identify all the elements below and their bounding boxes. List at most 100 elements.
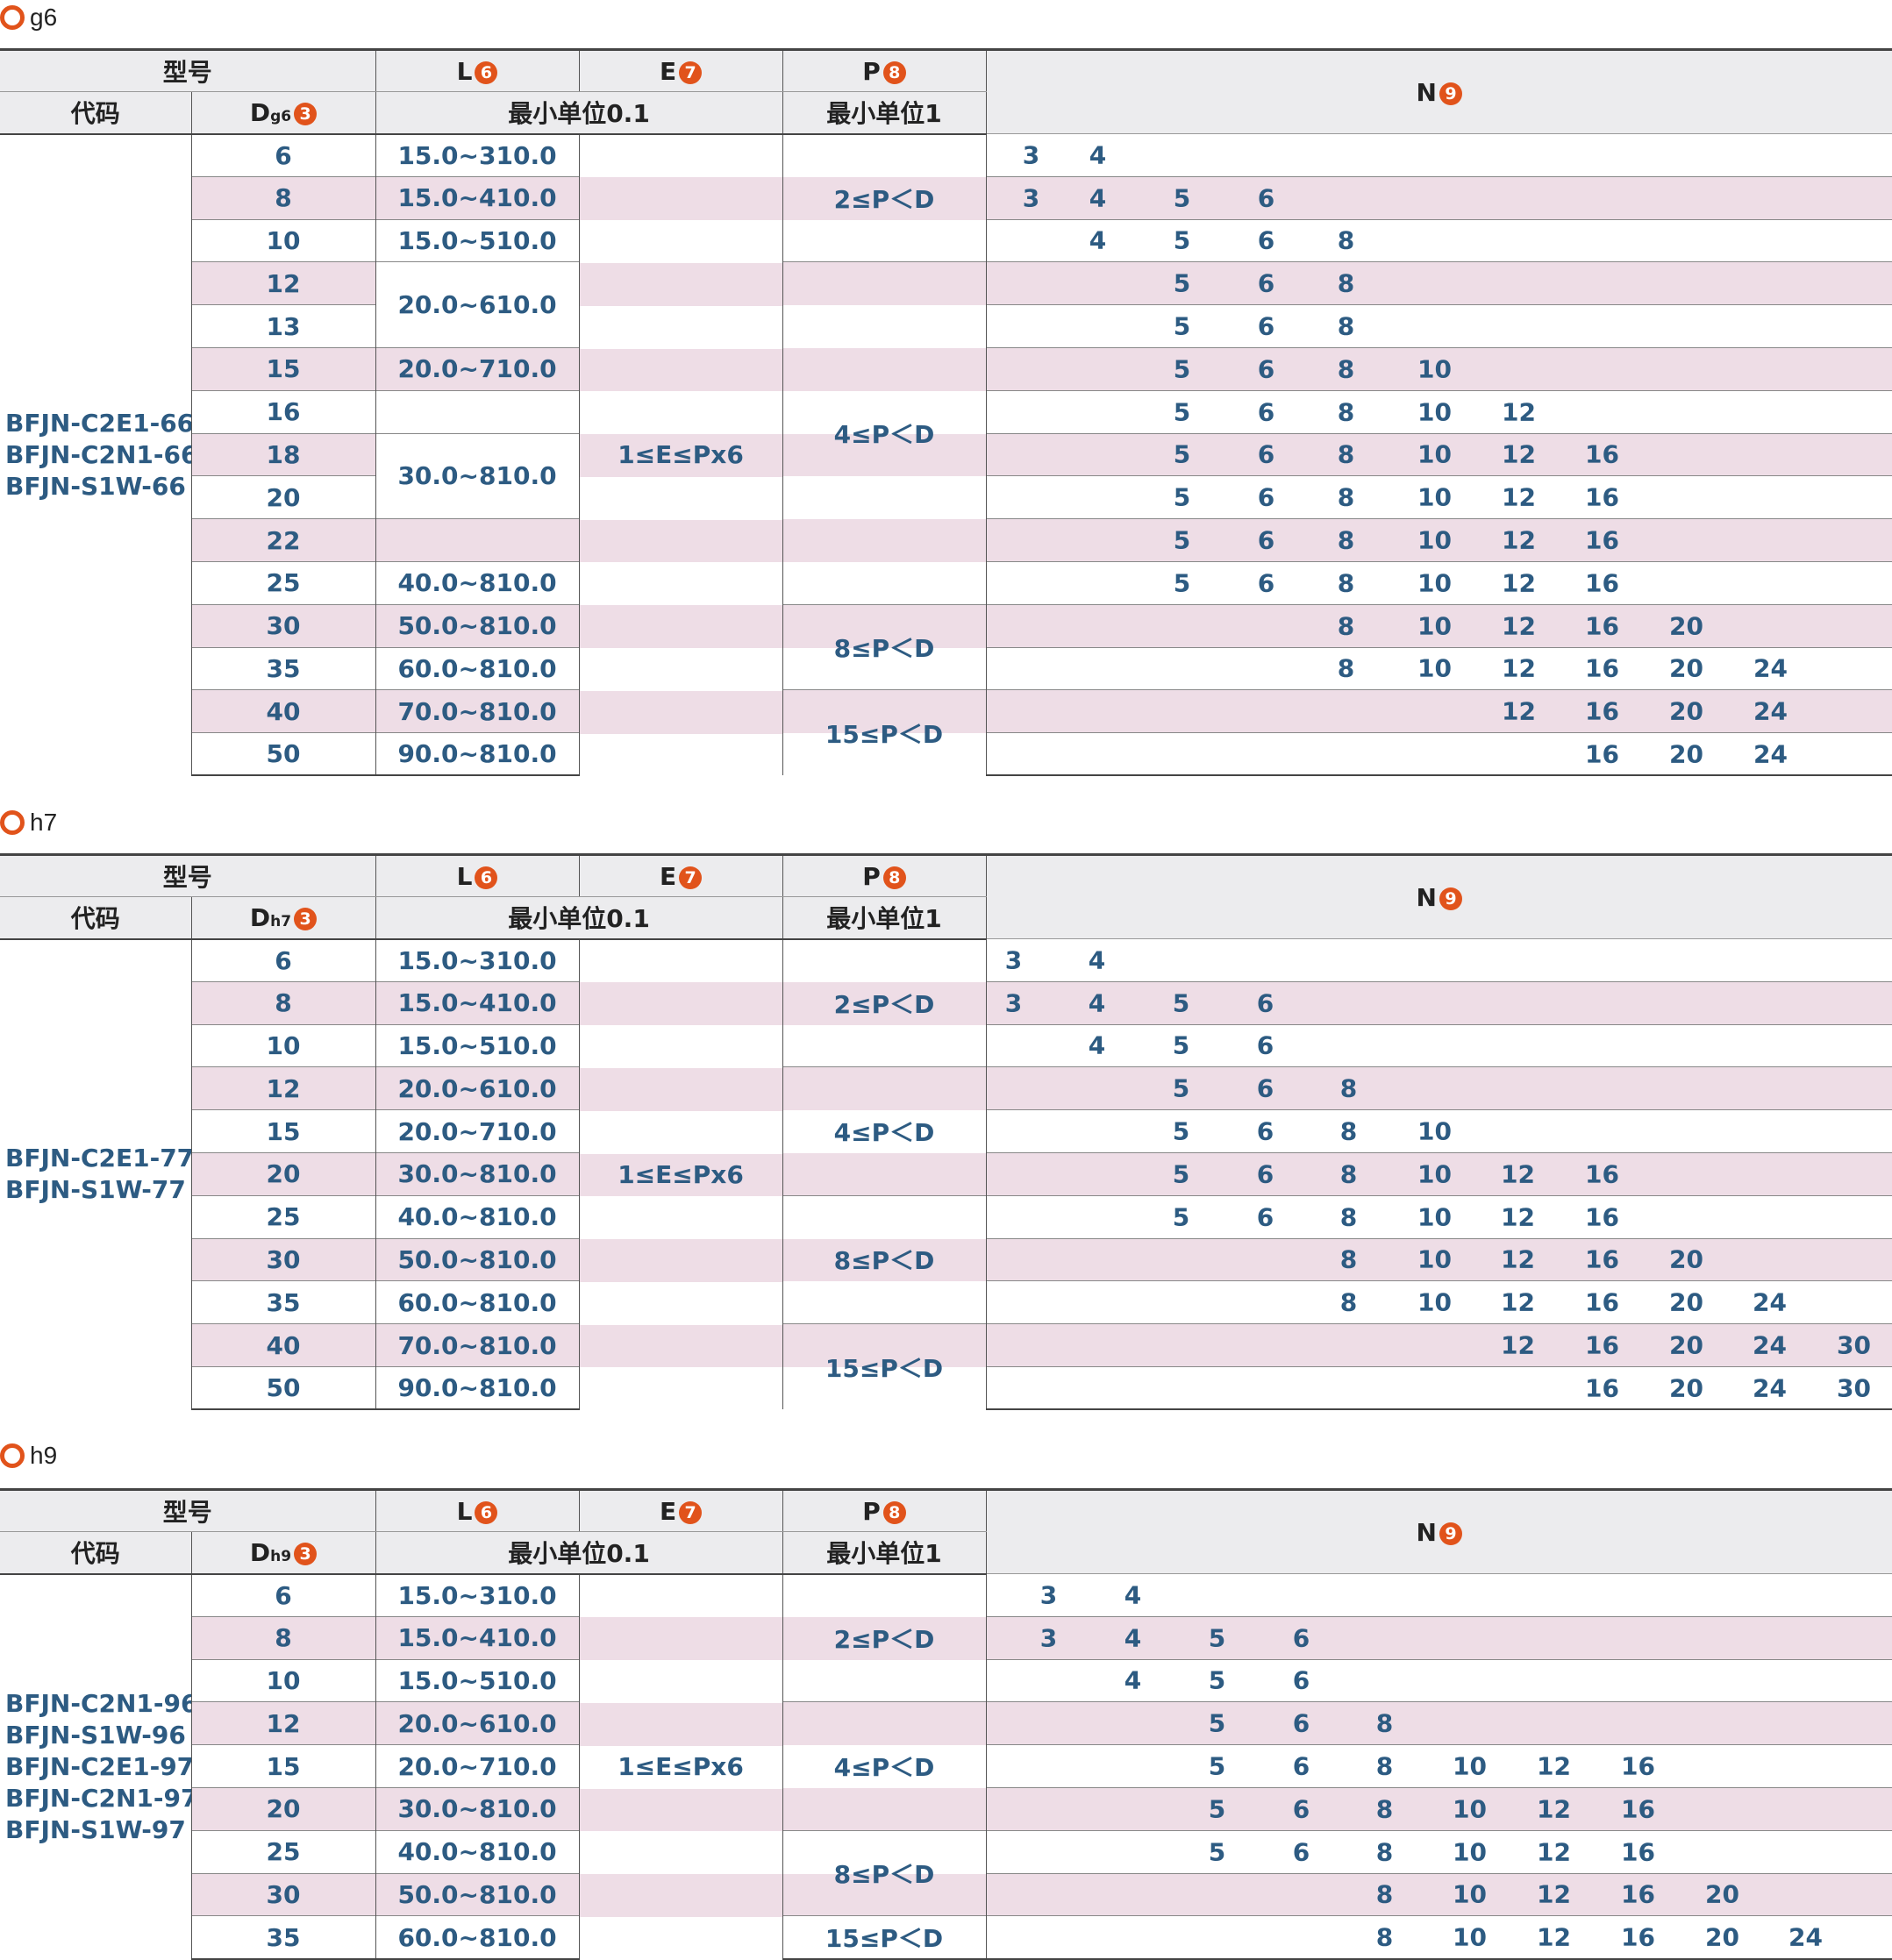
N-value: 5 xyxy=(1173,268,1191,298)
N-value: 5 xyxy=(1208,1623,1226,1653)
length-range-cell: 15.0~510.0 xyxy=(375,218,580,262)
N-value: 12 xyxy=(1501,1330,1535,1360)
E-range-text: 1≤E≤Px6 xyxy=(618,440,744,470)
model-code: BFJN-S1W-66 xyxy=(5,471,186,501)
callout-number-badge: 3 xyxy=(294,907,318,930)
N-value: 3 xyxy=(1004,988,1023,1018)
model-header: 型号 xyxy=(0,1488,376,1532)
L-E-unit-header: 最小单位0.1 xyxy=(375,896,783,940)
N-value: 12 xyxy=(1502,696,1536,726)
N-value: 8 xyxy=(1337,397,1355,427)
N-values-cell: 8 10 12 16 20 24 xyxy=(985,1280,1892,1324)
tolerance-label: h7 xyxy=(30,809,58,836)
row-band xyxy=(580,177,782,221)
D-header: Dg6 3 xyxy=(190,91,376,135)
N-value: 10 xyxy=(1417,1116,1452,1146)
N-value: 10 xyxy=(1417,1244,1452,1274)
N-values-cell: 5 6 8 10 xyxy=(985,346,1892,391)
P-range-text: 15≤P＜D xyxy=(825,1924,944,1954)
P-range-text: 15≤P＜D xyxy=(825,719,944,749)
table-row: 40 70.0~810.0 15≤P＜D 12 16 20 24 xyxy=(0,689,1892,776)
length-range-cell: 50.0~810.0 xyxy=(375,1872,580,1916)
N-value: 6 xyxy=(1257,311,1275,341)
length-range-cell: 20.0~610.0 xyxy=(375,261,580,348)
row-band xyxy=(580,1067,782,1111)
N-values-cell: 5 6 8 10 12 xyxy=(985,389,1892,434)
N-value: 20 xyxy=(1669,696,1703,726)
N-value: 16 xyxy=(1585,1202,1619,1232)
N-value: 10 xyxy=(1453,1794,1487,1824)
model-header: 型号 xyxy=(0,48,376,92)
N-value: 5 xyxy=(1173,439,1191,469)
D-header: Dh9 3 xyxy=(190,1531,376,1575)
N-values-cell: 8 10 12 16 20 xyxy=(985,603,1892,648)
N-value: 4 xyxy=(1088,988,1106,1018)
N-values-cell: 5 6 8 10 12 16 xyxy=(985,1194,1892,1239)
row-band xyxy=(783,262,986,306)
model-code: BFJN-C2N1-97 xyxy=(5,1783,191,1813)
D-label: D xyxy=(249,97,271,127)
table-row: 25 40.0~810.0 8≤P＜D 5 6 8 10 12 16 xyxy=(0,1194,1892,1324)
N-value: 5 xyxy=(1172,1202,1190,1232)
row-band xyxy=(580,605,782,649)
model-codes: BFJN-C2E1-66 BFJN-C2N1-66 BFJN-S1W-66 xyxy=(0,134,191,776)
diameter-cell: 40 xyxy=(190,689,376,733)
N-value: 12 xyxy=(1502,482,1536,512)
row-band xyxy=(580,262,782,306)
diameter-cell: 15 xyxy=(190,1109,376,1153)
N-value: 8 xyxy=(1339,1244,1358,1274)
row-band xyxy=(783,1067,986,1111)
E-range-cell: 1≤E≤Px6 xyxy=(578,1573,783,1959)
N-value: 5 xyxy=(1173,568,1191,598)
N-value: 5 xyxy=(1172,1030,1190,1060)
length-range-cell: 15.0~310.0 xyxy=(375,1573,580,1617)
N-values-cell: 5 6 8 10 12 16 xyxy=(985,1744,1892,1788)
E-label: E xyxy=(659,56,677,86)
diameter-cell: 6 xyxy=(190,1573,376,1617)
N-value: 24 xyxy=(1753,653,1788,683)
N-value: 4 xyxy=(1089,225,1107,255)
model-codes: BFJN-C2E1-77 BFJN-S1W-77 xyxy=(0,939,191,1410)
row-band xyxy=(783,433,986,477)
N-values-cell: 16 20 24 xyxy=(985,732,1892,777)
N-value: 16 xyxy=(1585,1330,1619,1360)
N-label: N xyxy=(1416,882,1437,912)
table-row: 8 15.0~410.0 3 4 5 6 xyxy=(0,175,1892,220)
N-value: 10 xyxy=(1417,439,1452,469)
N-value: 16 xyxy=(1585,696,1619,726)
N-value: 8 xyxy=(1339,1202,1358,1232)
model-code: BFJN-S1W-96 xyxy=(5,1720,186,1750)
diameter-cell: 12 xyxy=(190,1701,376,1745)
P-range-text: 2≤P＜D xyxy=(833,989,935,1019)
P-range-cell: 2≤P＜D xyxy=(782,1572,987,1702)
P-range-cell: 8≤P＜D xyxy=(782,1829,987,1916)
length-range-cell: 15.0~510.0 xyxy=(375,1023,580,1067)
P-range-cell: 4≤P＜D xyxy=(782,261,987,605)
diameter-cell: 12 xyxy=(190,1066,376,1110)
N-values-cell: 4 5 6 8 xyxy=(985,218,1892,262)
row-band xyxy=(783,519,986,562)
diameter-cell: 12 xyxy=(190,261,376,305)
table-row: 25 40.0~810.0 8≤P＜D 5 6 8 10 12 16 xyxy=(0,1829,1892,1916)
row-band xyxy=(580,1153,782,1197)
N-value: 12 xyxy=(1502,653,1536,683)
N-value: 16 xyxy=(1585,439,1619,469)
P-range-text: 4≤P＜D xyxy=(833,420,935,450)
P-range-cell: 4≤P＜D xyxy=(782,1066,987,1196)
P-range-cell: 15≤P＜D xyxy=(782,1915,987,1960)
P-range-cell: 4≤P＜D xyxy=(782,1701,987,1831)
table-row: 12 20.0~610.0 4≤P＜D 5 6 8 xyxy=(0,261,1892,605)
table-row: 8 15.0~410.0 3 4 5 6 xyxy=(0,980,1892,1025)
N-value: 8 xyxy=(1375,1879,1394,1909)
section-title: g6 xyxy=(0,0,57,35)
P-range-cell: 15≤P＜D xyxy=(782,1323,987,1410)
row-band xyxy=(783,1152,986,1196)
tolerance-label: g6 xyxy=(30,4,58,31)
diameter-cell: 8 xyxy=(190,1615,376,1660)
N-value: 10 xyxy=(1417,568,1452,598)
